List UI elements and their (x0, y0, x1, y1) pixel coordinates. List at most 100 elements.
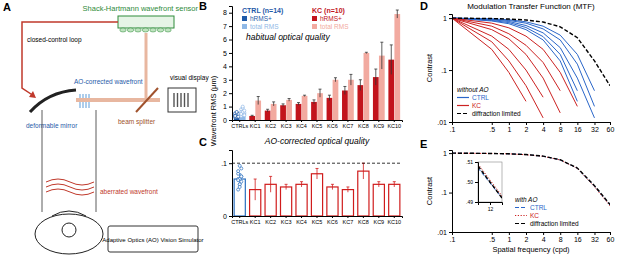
error-cap (288, 98, 291, 99)
cornea (52, 211, 86, 216)
error-cap (303, 95, 306, 96)
y-axis-title: Wavefront RMS (μm) (209, 75, 218, 146)
error-bar (316, 168, 319, 179)
y-axis-title: Contrast (425, 176, 434, 205)
bar (342, 190, 353, 216)
x-axis-tick-label: KC6 (327, 219, 338, 225)
lenslet (135, 28, 141, 32)
legend-swatch (515, 215, 527, 216)
y-axis-tick-mark (449, 193, 452, 194)
grating (187, 93, 188, 107)
visual-display (168, 88, 196, 112)
point (237, 179, 240, 182)
x-axis-tick: KC2 (265, 216, 276, 225)
y-axis-line (449, 15, 453, 123)
legend-label: diffraction limited (530, 220, 579, 227)
x-axis-tick-mark (286, 120, 287, 122)
y-axis-tick-mark (229, 216, 232, 217)
x-axis-tick-label: KC7 (343, 219, 354, 225)
x-axis-tick-label: KC4 (296, 123, 307, 129)
lenslet (165, 28, 171, 32)
x-axis-tick: .5 (489, 232, 495, 243)
x-axis-tick-label: 4 (542, 126, 546, 133)
x-axis-tick-mark (394, 120, 395, 122)
panel-letter: E (420, 138, 427, 150)
diagram-title: Adaptive Optics (AO) Vision Simulator (102, 237, 203, 243)
error-cap (359, 79, 362, 80)
error-bar (300, 182, 303, 187)
x-axis-tick-mark (577, 232, 578, 235)
error-line (397, 10, 398, 18)
x-axis-tick-label: KC5 (312, 219, 323, 225)
error-bar (312, 100, 315, 104)
y-axis-tick-label: .51 (466, 159, 473, 165)
x-axis-tick-label: KC3 (281, 123, 292, 129)
y-axis-tick-label: 5 (223, 50, 227, 57)
x-axis-tick: KC1 (250, 216, 261, 225)
lenslet (142, 28, 148, 32)
y-axis-tick-label: 0 (223, 213, 227, 220)
error-cap (257, 96, 260, 97)
x-axis-tick-mark (239, 216, 240, 218)
x-axis-tick-mark (378, 216, 379, 218)
y-axis-tick-label: 2 (223, 90, 227, 97)
x-axis-tick-mark (363, 120, 364, 122)
x-axis-tick-label: 12 (488, 206, 494, 212)
point (241, 105, 244, 108)
x-axis-tick: 4 (542, 122, 546, 133)
x-axis-tick-mark (594, 122, 595, 125)
y-axis-tick-label: 1 (443, 150, 447, 157)
error-line (332, 184, 333, 189)
point (234, 114, 237, 117)
y-axis-tick: 4 (223, 63, 232, 70)
x-axis-line (233, 121, 403, 123)
legend-title: with AO (515, 196, 538, 203)
legend-label: KC (472, 102, 481, 109)
error-bar (343, 86, 346, 94)
x-axis-tick-mark (255, 216, 256, 218)
error-cap (328, 95, 331, 96)
error-cap (396, 10, 399, 11)
error-cap (272, 101, 275, 102)
point (235, 110, 238, 113)
error-bar (288, 99, 291, 102)
y-axis-tick-label: .01 (437, 119, 447, 126)
inset-frame (478, 162, 502, 202)
x-axis-tick: 8 (559, 232, 563, 243)
bar (280, 105, 286, 120)
y-axis-tick-label: 4 (223, 63, 227, 70)
error-cap (334, 77, 337, 78)
x-axis-tick-label: KC6 (327, 123, 338, 129)
x-axis-tick: KC7 (343, 216, 354, 225)
x-axis-tick-label: KC1 (250, 219, 261, 225)
y-axis-tick-label: 3 (223, 77, 227, 84)
legend-label: KC (530, 212, 539, 219)
y-axis-tick: .01 (437, 119, 452, 126)
series-line (452, 153, 610, 206)
bar (389, 184, 400, 216)
x-axis-tick-label: KC10 (387, 219, 401, 225)
error-line (298, 103, 299, 106)
bar (373, 184, 384, 216)
x-axis-tick: KC4 (296, 216, 307, 225)
y-axis: .01.11 (437, 15, 452, 126)
x-axis-tick-label: 16 (574, 236, 582, 243)
y-axis-tick: 2 (223, 90, 232, 97)
x-axis-tick-label: 2 (525, 236, 529, 243)
error-line (304, 95, 305, 96)
x-axis-tick-label: 32 (591, 236, 599, 243)
x-axis: 12 (479, 202, 503, 212)
y-axis-tick-mark (449, 122, 452, 123)
display-label: visual display (170, 74, 209, 82)
x-axis-tick: 12 (488, 202, 494, 212)
beam-splitter (136, 88, 158, 112)
bar (311, 102, 317, 120)
loop-label: closed-control loop (27, 36, 82, 44)
error-line (391, 45, 392, 75)
x-axis-tick-label: .1 (450, 236, 456, 243)
plot-area (478, 164, 502, 198)
y-axis-tick-mark (229, 120, 232, 121)
y-axis-tick: .1 (221, 160, 232, 167)
y-axis-tick-mark (475, 162, 478, 163)
series-line (478, 164, 502, 196)
